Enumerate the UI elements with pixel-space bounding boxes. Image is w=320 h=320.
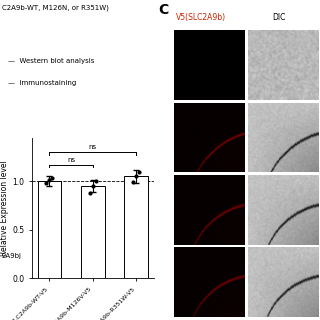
Text: C: C [158,3,169,17]
Bar [37,181,61,278]
Text: —  Immunostaining: — Immunostaining [8,80,76,86]
Bar [124,176,148,278]
Text: V5(SLC2A9b): V5(SLC2A9b) [176,13,226,22]
Text: 2A9bj: 2A9bj [2,253,22,259]
Text: ns: ns [89,144,97,150]
Bar [81,186,105,278]
Text: DIC: DIC [273,13,286,22]
Text: ns: ns [67,157,75,163]
Text: —  Western blot analysis: — Western blot analysis [8,58,94,64]
Text: C2A9b-WT, M126N, or R351W): C2A9b-WT, M126N, or R351W) [2,5,108,11]
Y-axis label: Relative Expression level: Relative Expression level [0,160,10,256]
